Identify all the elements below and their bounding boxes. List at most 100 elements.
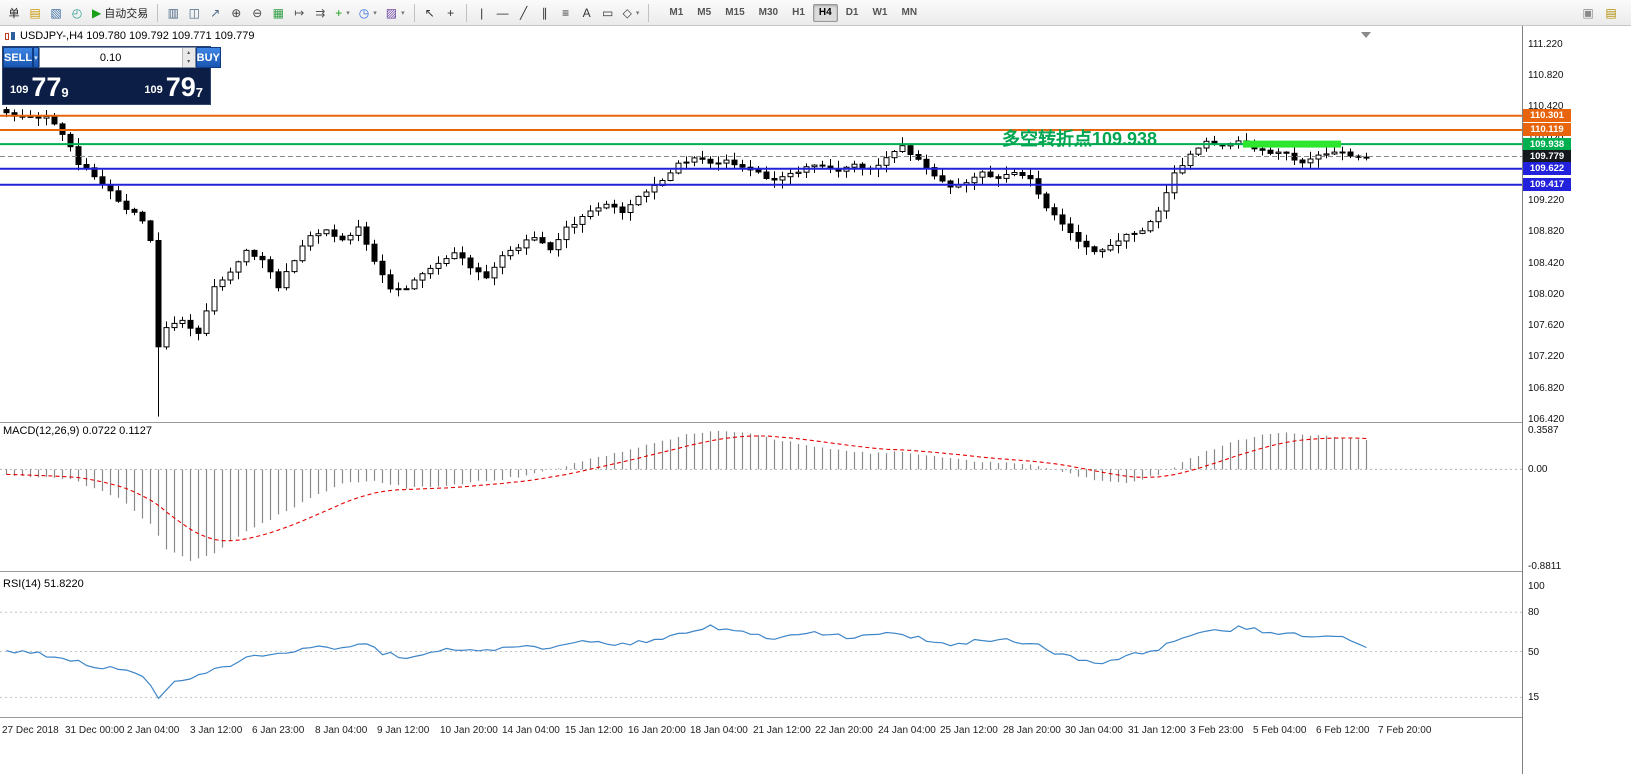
timeframe-H1[interactable]: H1 bbox=[786, 4, 811, 22]
fibonacci-button[interactable]: ≡ bbox=[556, 3, 576, 23]
annotation-text[interactable]: 多空转折点109.938 bbox=[1002, 128, 1157, 149]
line-chart-button[interactable]: ↗ bbox=[205, 3, 225, 23]
horizontal-line-icon: — bbox=[496, 5, 509, 20]
terminal-button[interactable]: ◴ bbox=[67, 3, 87, 23]
price-axis-label: 108.020 bbox=[1528, 289, 1565, 300]
price-axis-label: 109.220 bbox=[1528, 195, 1565, 206]
time-axis-label: 3 Jan 12:00 bbox=[190, 725, 243, 736]
time-axis-label: 16 Jan 20:00 bbox=[628, 725, 686, 736]
price-axis[interactable]: 111.220110.820110.420110.020109.620109.2… bbox=[1522, 26, 1631, 774]
cursor-button[interactable]: ↖ bbox=[420, 3, 440, 23]
equidistant-channel-button[interactable]: ∥ bbox=[535, 3, 555, 23]
rsi-axis-label: 100 bbox=[1528, 581, 1545, 592]
timeframe-M15[interactable]: M15 bbox=[719, 4, 750, 22]
chart-shift-button[interactable]: ↦ bbox=[289, 3, 309, 23]
profiles-icon: ▤ bbox=[1605, 5, 1617, 20]
periods-icon: ◷ bbox=[358, 5, 370, 20]
timeframe-M30[interactable]: M30 bbox=[753, 4, 784, 22]
rsi-axis-label: 15 bbox=[1528, 692, 1540, 703]
lot-size-input[interactable] bbox=[39, 48, 182, 67]
sell-button[interactable]: SELL bbox=[3, 47, 34, 68]
candlestick-chart-icon: ◫ bbox=[188, 5, 200, 20]
macd-axis-label: 0.00 bbox=[1528, 464, 1548, 475]
fibonacci-icon: ≡ bbox=[562, 5, 570, 20]
trendline-button[interactable]: ╱ bbox=[514, 3, 534, 23]
sell-price: 109 77 9 bbox=[3, 68, 107, 104]
buy-button[interactable]: BUY bbox=[195, 47, 221, 68]
panel-separator[interactable] bbox=[0, 717, 1631, 718]
new-chart-button[interactable]: ▣ bbox=[1578, 3, 1598, 23]
candlestick-chart-button[interactable]: ◫ bbox=[184, 3, 204, 23]
toolbar-left-group: 单 ▤ ▧ ◴ ▶ 自动交易 ▥ ◫ ↗ ⊕ ⊖ ▦ ↦ ⇉ + ▾ ◷ ▾ ▨ ▾ ↖ + | — ╱ ∥ ≡ A ▭ ◇ ▾ bbox=[4, 3, 653, 23]
label-button[interactable]: ▭ bbox=[598, 3, 618, 23]
navigator-button[interactable]: ▧ bbox=[46, 3, 66, 23]
time-axis-label: 6 Feb 12:00 bbox=[1316, 725, 1370, 736]
chevron-down-icon: ▾ bbox=[346, 9, 350, 17]
equidistant-channel-icon: ∥ bbox=[541, 5, 548, 20]
tile-windows-button[interactable]: ▦ bbox=[268, 3, 288, 23]
line-chart-icon: ↗ bbox=[210, 5, 221, 20]
one-click-trading-panel: SELL ▾ ▴ ▾ BUY 109 77 9 109 bbox=[2, 46, 221, 105]
timeframe-MN[interactable]: MN bbox=[895, 4, 923, 22]
profiles-button[interactable]: ▤ bbox=[1601, 3, 1621, 23]
autotrading-button[interactable]: ▶ 自动交易 bbox=[88, 3, 152, 23]
time-axis-label: 14 Jan 04:00 bbox=[502, 725, 560, 736]
buy-price-prefix: 109 bbox=[144, 84, 163, 96]
time-axis-label: 30 Jan 04:00 bbox=[1065, 725, 1123, 736]
time-axis-label: 3 Feb 23:00 bbox=[1190, 725, 1244, 736]
horizontal-line-button[interactable]: — bbox=[493, 3, 513, 23]
text-button[interactable]: A bbox=[577, 3, 597, 23]
timeframe-W1[interactable]: W1 bbox=[866, 4, 893, 22]
time-axis-label: 8 Jan 04:00 bbox=[315, 725, 368, 736]
market-watch-button[interactable]: ▤ bbox=[25, 3, 45, 23]
timeframe-H4[interactable]: H4 bbox=[812, 3, 838, 22]
panel-separator[interactable] bbox=[0, 571, 1631, 572]
indicators-button[interactable]: + ▾ bbox=[331, 3, 354, 23]
timeframe-M1[interactable]: M1 bbox=[663, 4, 689, 22]
toolbar-right-group: ▣ ▤ bbox=[1578, 3, 1627, 23]
time-axis-label: 15 Jan 12:00 bbox=[565, 725, 623, 736]
label-icon: ▭ bbox=[601, 5, 614, 20]
auto-scroll-button[interactable]: ⇉ bbox=[310, 3, 330, 23]
new-order-label: 单 bbox=[8, 7, 20, 20]
periods-button[interactable]: ◷ ▾ bbox=[355, 3, 381, 23]
crosshair-button[interactable]: + bbox=[441, 3, 461, 23]
timeframe-D1[interactable]: D1 bbox=[840, 4, 865, 22]
time-axis-label: 5 Feb 04:00 bbox=[1253, 725, 1307, 736]
time-axis-label: 28 Jan 20:00 bbox=[1003, 725, 1061, 736]
rsi-indicator-label: RSI(14) 51.8220 bbox=[3, 578, 84, 590]
bar-chart-button[interactable]: ▥ bbox=[163, 3, 183, 23]
chart-canvas[interactable]: 多空转折点109.938 bbox=[0, 26, 1522, 774]
price-tag: 110.119 bbox=[1523, 123, 1571, 136]
vertical-line-button[interactable]: | bbox=[472, 3, 492, 23]
price-axis-label: 108.820 bbox=[1528, 226, 1565, 237]
time-axis-label: 10 Jan 20:00 bbox=[440, 725, 498, 736]
zoom-out-icon: ⊖ bbox=[252, 5, 263, 20]
shapes-button[interactable]: ◇ ▾ bbox=[619, 3, 644, 23]
zoom-out-button[interactable]: ⊖ bbox=[247, 3, 267, 23]
vertical-line-icon: | bbox=[480, 5, 484, 20]
stepper-down-icon: ▾ bbox=[187, 59, 191, 66]
zoom-in-button[interactable]: ⊕ bbox=[226, 3, 246, 23]
new-order-button[interactable]: 单 bbox=[4, 3, 24, 23]
templates-icon: ▨ bbox=[385, 5, 398, 20]
crosshair-icon: + bbox=[447, 5, 455, 20]
timeframe-M5[interactable]: M5 bbox=[691, 4, 717, 22]
time-axis[interactable]: 27 Dec 2018 31 Dec 00:00 2 Jan 04:00 3 Jan … bbox=[0, 719, 1522, 743]
symbol-ohlc-text: USDJPY-,H4 109.780 109.792 109.771 109.7… bbox=[20, 30, 255, 42]
panel-separator[interactable] bbox=[0, 422, 1631, 423]
new-chart-icon: ▣ bbox=[1582, 5, 1594, 20]
trendline-icon: ╱ bbox=[520, 5, 528, 20]
sell-price-prefix: 109 bbox=[10, 84, 29, 96]
templates-button[interactable]: ▨ ▾ bbox=[382, 3, 409, 23]
navigator-icon: ▧ bbox=[50, 5, 62, 20]
chart-workspace: 多空转折点109.938 111.220110.820110.420110.02… bbox=[0, 26, 1631, 774]
lot-size-stepper[interactable]: ▴ ▾ bbox=[181, 48, 195, 67]
stepper-up-icon: ▴ bbox=[187, 49, 191, 56]
price-axis-label: 108.420 bbox=[1528, 258, 1565, 269]
toolbar-separator bbox=[465, 3, 467, 22]
order-type-dropdown[interactable]: ▾ bbox=[33, 47, 39, 68]
highlight-rectangle-object[interactable] bbox=[1243, 140, 1341, 148]
chart-shift-marker[interactable] bbox=[1361, 32, 1371, 38]
